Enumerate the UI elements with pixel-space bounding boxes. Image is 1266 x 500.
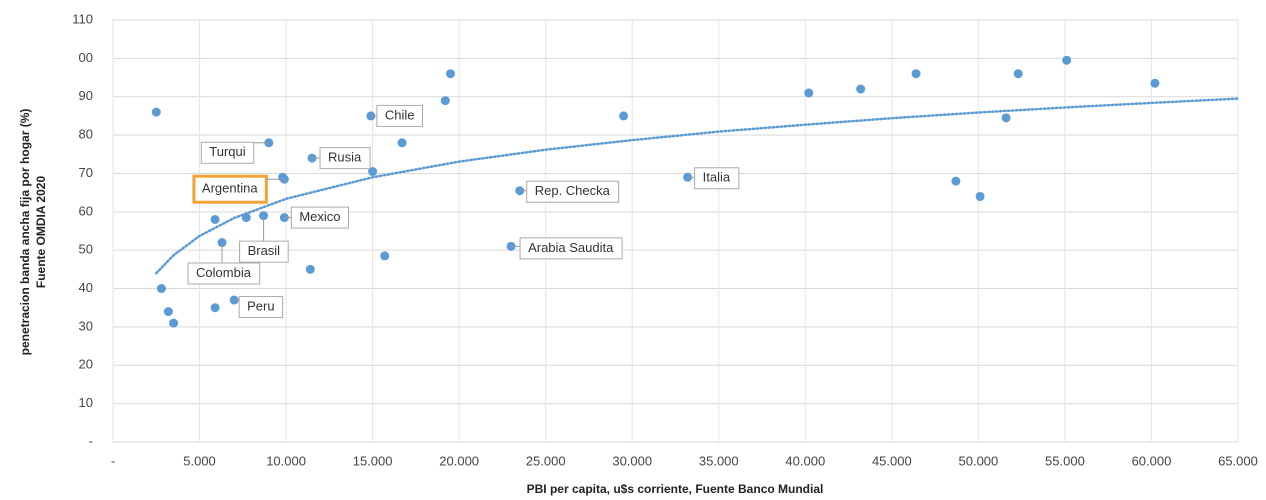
y-tick-label: 80 [79, 127, 93, 142]
x-tick-label: 25.000 [526, 453, 566, 468]
label-text: Colombia [196, 265, 252, 280]
label-text: Peru [247, 298, 274, 313]
point-label: Turqui [200, 141, 269, 164]
point-label: Arabia Saudita [511, 237, 623, 260]
trendline [155, 97, 1240, 275]
y-tick-label: 70 [79, 165, 93, 180]
y-tick-label: 40 [79, 280, 93, 295]
point [210, 214, 220, 224]
label-text: Mexico [299, 209, 340, 224]
y-tick-label: 60 [79, 203, 93, 218]
point [440, 96, 450, 106]
label-text: Brasil [248, 243, 281, 258]
label-box [192, 174, 268, 204]
point [397, 138, 407, 148]
point [305, 264, 315, 274]
point [804, 88, 814, 98]
point-label: Argentina [192, 174, 285, 204]
x-tick-label: 15.000 [353, 453, 393, 468]
y-axis-title: Fuente OMDIA 2020 [34, 176, 48, 289]
point [368, 167, 378, 177]
point [975, 191, 985, 201]
point [210, 303, 220, 313]
label-text: Italia [703, 170, 731, 185]
point [1001, 113, 1011, 123]
point-label: Italia [687, 167, 740, 190]
x-tick-label: 45.000 [872, 453, 912, 468]
point [156, 284, 166, 294]
label-box [694, 167, 740, 190]
y-tick-label: - [89, 433, 93, 448]
point [380, 251, 390, 261]
point-label: Colombia [187, 242, 261, 285]
y-tick-label: 20 [79, 357, 93, 372]
x-tick-label: 40.000 [785, 453, 825, 468]
label-box [526, 180, 620, 203]
y-tick-label: 50 [79, 242, 93, 257]
x-tick-label: 20.000 [439, 453, 479, 468]
y-axis-title: penetracion banda ancha fija por hogar (… [18, 109, 32, 356]
label-box [238, 296, 284, 319]
y-tick-label: 90 [79, 88, 93, 103]
plot-area [112, 19, 1239, 443]
label-text: Argentina [202, 181, 258, 196]
label-text: Arabia Saudita [528, 240, 614, 255]
point-label: Mexico [284, 206, 350, 229]
label-text: Rep. Checka [535, 183, 611, 198]
label-box [200, 141, 255, 164]
point [446, 69, 455, 79]
point [856, 84, 866, 94]
x-tick-label: 55.000 [1045, 453, 1085, 468]
x-tick-label: 50.000 [959, 453, 999, 468]
label-text: Chile [385, 107, 415, 122]
point [151, 107, 161, 117]
label-text: Rusia [328, 150, 362, 165]
point [506, 241, 516, 251]
point [619, 111, 629, 121]
x-tick-label: 10.000 [266, 453, 306, 468]
label-text: Turqui [209, 144, 245, 159]
point-label: Rusia [312, 147, 371, 170]
point [169, 318, 179, 328]
point-label: Rep. Checka [519, 180, 620, 203]
point [951, 176, 961, 186]
x-tick-label: 60.000 [1132, 453, 1172, 468]
x-tick-label: 30.000 [612, 453, 652, 468]
point [911, 69, 921, 79]
point-label: Peru [234, 296, 284, 319]
point [1062, 55, 1072, 65]
label-box [519, 237, 623, 260]
point [241, 213, 251, 223]
point-label: Chile [370, 104, 424, 127]
point [163, 307, 173, 317]
y-tick-label: 00 [79, 50, 93, 65]
label-box [187, 262, 261, 285]
y-tick-label: 110 [72, 11, 93, 26]
y-tick-label: 10 [79, 395, 93, 410]
x-tick-label: 65.000 [1218, 453, 1258, 468]
x-tick-label: 5.000 [183, 453, 216, 468]
x-tick-label: 35.000 [699, 453, 739, 468]
point [1150, 78, 1160, 88]
point [1013, 69, 1023, 79]
labels: Peru Colombia Brasil Turqui Argentina Mexico R… [187, 104, 740, 319]
x-axis-title: PBI per capita, u$s corriente, Fuente Ba… [527, 482, 824, 496]
point-label: Brasil [239, 215, 289, 263]
y-tick-label: 30 [79, 318, 93, 333]
x-tick-label: - [111, 453, 115, 468]
